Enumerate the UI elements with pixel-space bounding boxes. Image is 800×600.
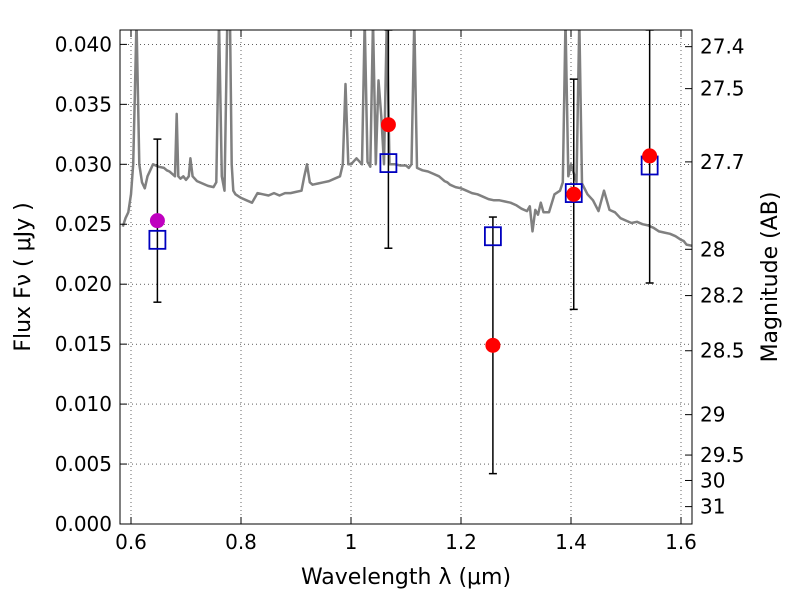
mag-tick-label: 27.7 xyxy=(700,150,745,174)
mag-tick-label: 30 xyxy=(700,468,725,492)
mag-tick-label: 28 xyxy=(700,237,725,261)
observed-point xyxy=(149,213,165,229)
mag-tick-label: 29.5 xyxy=(700,443,745,467)
x-tick-label: 1.6 xyxy=(665,530,697,554)
plot-frame xyxy=(119,29,693,525)
x-tick-label: 0.6 xyxy=(115,530,147,554)
mag-tick-label: 31 xyxy=(700,495,725,519)
mag-tick-label: 28.5 xyxy=(700,339,745,363)
y-tick-label: 0.010 xyxy=(55,392,112,416)
model-square xyxy=(483,226,502,247)
mag-tick-label: 27.4 xyxy=(700,35,745,59)
model-square xyxy=(564,183,583,203)
model-square xyxy=(148,229,167,250)
observed-point xyxy=(380,117,396,133)
y-tick-label: 0.015 xyxy=(55,332,112,356)
observed-layer xyxy=(149,117,658,353)
y-tick-label: 0.030 xyxy=(55,152,112,176)
x-axis-label: Wavelength λ (μm) xyxy=(301,565,511,590)
y-tick-label: 0.005 xyxy=(55,452,112,476)
x-tick-label: 1 xyxy=(345,530,358,554)
mag-tick-label: 27.5 xyxy=(700,77,745,101)
model-layer xyxy=(148,153,659,250)
observed-point xyxy=(642,148,658,164)
model-square xyxy=(379,153,398,173)
x-tick-label: 0.8 xyxy=(225,530,257,554)
y-tick-label: 0.040 xyxy=(55,32,112,56)
y-tick-label: 0.020 xyxy=(55,272,112,296)
y-tick-label: 0.000 xyxy=(55,512,112,536)
y-tick-label: 0.035 xyxy=(55,92,112,116)
spectrum-layer xyxy=(121,30,692,248)
y-axis-right-label: Magnitude (AB) xyxy=(758,192,783,363)
observed-point xyxy=(485,337,501,353)
x-tick-label: 1.4 xyxy=(555,530,587,554)
mag-tick-label: 29 xyxy=(700,403,725,427)
observed-point xyxy=(566,186,582,202)
grid xyxy=(120,30,692,525)
x-tick-label: 1.2 xyxy=(445,530,477,554)
axis-ticks: 0.6 0.8 1 1.2 1.4 1.6 0.000 0.005 0.010 0.015 0.02… xyxy=(55,30,745,554)
spectrum-line xyxy=(121,30,692,248)
y-tick-label: 0.025 xyxy=(55,212,112,236)
y-axis-label: Flux Fν ( μJy ) xyxy=(11,202,36,351)
mag-tick-label: 28.2 xyxy=(700,284,745,308)
